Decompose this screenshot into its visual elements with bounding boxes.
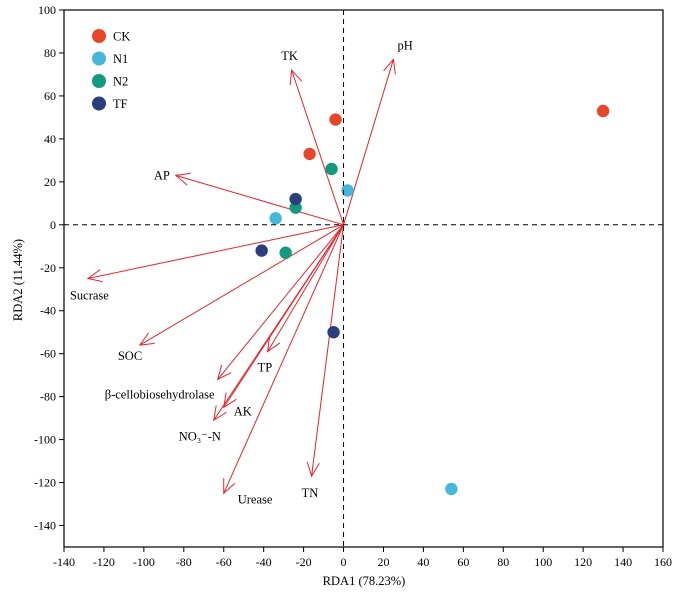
- vector-soc-line: [139, 224, 344, 346]
- vector-ap-arrowhead: [174, 172, 191, 186]
- x-tick-label: 140: [614, 555, 632, 569]
- legend-marker-n1: [92, 51, 106, 66]
- x-axis-title: RDA1 (78.23%): [323, 574, 406, 588]
- vector-tn-arrowhead: [306, 461, 320, 478]
- vector-label-tk: TK: [281, 49, 298, 63]
- legend-label-tf: TF: [113, 97, 128, 111]
- point-n1: [445, 482, 458, 496]
- x-tick-label: -120: [93, 555, 115, 569]
- vector-sucrase-line: [87, 224, 344, 279]
- vector-label-sucrase: Sucrase: [70, 289, 109, 303]
- vector-ap-line: [175, 174, 344, 226]
- legend-marker-n2: [92, 74, 106, 88]
- vector-tk-line: [291, 69, 345, 225]
- vector-urease-line: [223, 224, 344, 494]
- vector-cellobiosehydrolase-line: [217, 224, 344, 380]
- y-tick-label: -60: [40, 347, 56, 361]
- vector-label-urease: Urease: [238, 492, 273, 506]
- vector-label-ak: AK: [234, 404, 252, 418]
- point-tf: [255, 244, 268, 257]
- legend-label-ck: CK: [113, 30, 130, 44]
- point-ck: [329, 113, 342, 126]
- x-tick-label: -40: [256, 555, 272, 569]
- vector-label-ph: pH: [397, 38, 412, 52]
- point-n1: [269, 212, 282, 225]
- plot-frame: [63, 9, 664, 548]
- vector-tk-arrowhead: [289, 68, 303, 86]
- point-n2: [279, 246, 292, 259]
- x-tick-label: 60: [457, 555, 469, 569]
- x-tick-label: 40: [417, 555, 429, 569]
- legend: CK N1 N2 TF: [92, 29, 130, 111]
- vector-label-ap: AP: [154, 168, 170, 182]
- vector-sucrase-arrowhead: [86, 269, 103, 283]
- vector-tp-arrowhead: [267, 336, 281, 353]
- vector-ph-line: [343, 59, 394, 225]
- point-ck: [596, 104, 610, 118]
- legend-marker-ck: [92, 29, 106, 43]
- x-tick-label: 120: [574, 555, 592, 569]
- y-axis-title: RDA2 (11.44%): [11, 239, 25, 321]
- vector-urease-arrowhead: [223, 478, 236, 495]
- point-n1: [341, 184, 354, 197]
- x-tick-label: -100: [133, 555, 155, 569]
- vector-no-n-line: [213, 224, 344, 421]
- x-tick-label: 100: [534, 555, 552, 569]
- vector-tn-line: [311, 224, 345, 477]
- vector-tp-line: [267, 224, 344, 352]
- vector-ak-arrowhead: [223, 392, 237, 409]
- y-tick-label: -20: [40, 261, 56, 275]
- legend-label-n2: N2: [113, 75, 128, 89]
- y-tick-label: 80: [44, 46, 56, 60]
- point-n2: [325, 162, 338, 176]
- x-tick-label: 160: [654, 555, 672, 569]
- y-tick-label: 40: [44, 132, 56, 146]
- vector-no-n-arrowhead: [213, 405, 227, 422]
- point-tf: [289, 192, 302, 206]
- sample-points: [255, 104, 610, 496]
- vector-soc-arrowhead: [138, 332, 155, 346]
- y-tick-label: 100: [38, 3, 56, 17]
- y-tick-label: -100: [34, 433, 56, 447]
- vector-ph-arrowhead: [383, 58, 396, 75]
- legend-label-n1: N1: [113, 52, 128, 66]
- x-tick-label: -20: [296, 555, 312, 569]
- point-tf: [327, 326, 340, 339]
- x-tick-label: 20: [377, 555, 389, 569]
- x-tick-label: -80: [176, 555, 192, 569]
- x-tick-label: 80: [497, 555, 509, 569]
- x-tick-label: -140: [53, 555, 75, 569]
- vector-label-no-n: NO₃⁻-N: [179, 429, 221, 443]
- environment-vectors: pH TK AP Sucrase SOC TP β-cellobiosehydrolase A…: [70, 38, 413, 506]
- y-tick-label: -140: [34, 519, 56, 533]
- vector-label-tp: TP: [258, 361, 273, 375]
- y-tick-label: 20: [44, 175, 56, 189]
- x-tick-label: -60: [216, 555, 232, 569]
- point-ck: [303, 147, 316, 161]
- y-tick-label: 60: [44, 89, 56, 103]
- point-n2: [289, 201, 302, 214]
- legend-marker-tf: [92, 96, 106, 111]
- vector-cellobiosehydrolase-arrowhead: [216, 364, 232, 381]
- vector-label-tn: TN: [302, 486, 319, 500]
- y-tick-label: -80: [40, 390, 56, 404]
- y-tick-label: -120: [34, 476, 56, 490]
- vector-label-cellobiosehydrolase: β-cellobiosehydrolase: [105, 387, 215, 401]
- axes: -140 -120 -100 -80 -60 -40 -20 0 20 40 60 80 100 120 1…: [34, 3, 672, 569]
- vector-label-soc: SOC: [118, 349, 142, 363]
- x-tick-label: 0: [341, 555, 347, 569]
- y-tick-label: -40: [40, 304, 56, 318]
- y-tick-label: 0: [50, 218, 56, 232]
